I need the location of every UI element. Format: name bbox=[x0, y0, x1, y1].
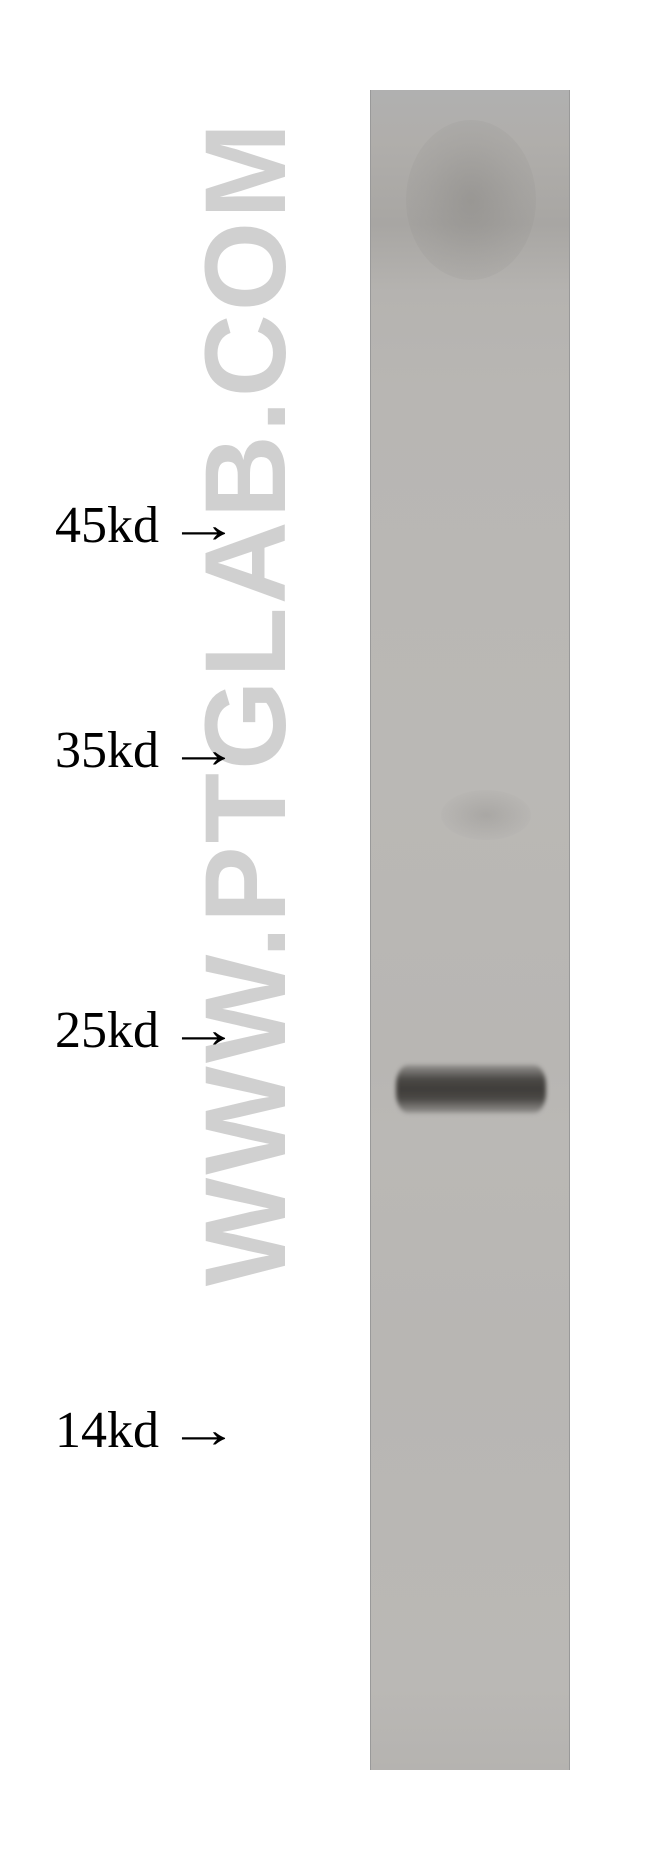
lane-background-smudge bbox=[406, 120, 536, 280]
marker-14kd: 14kd → bbox=[55, 1400, 219, 1460]
marker-label: 14kd bbox=[55, 1401, 159, 1460]
marker-25kd: 25kd → bbox=[55, 1000, 219, 1060]
blot-image: WWW.PTGLAB.COM 45kd → 35kd → 25kd → 14kd… bbox=[0, 0, 650, 1855]
arrow-icon: → bbox=[167, 495, 240, 555]
marker-label: 25kd bbox=[55, 1001, 159, 1060]
arrow-icon: → bbox=[167, 1000, 240, 1060]
marker-35kd: 35kd → bbox=[55, 720, 219, 780]
arrow-icon: → bbox=[167, 1400, 240, 1460]
marker-45kd: 45kd → bbox=[55, 495, 219, 555]
lane-faint-band-35kd bbox=[441, 790, 531, 840]
marker-label: 35kd bbox=[55, 721, 159, 780]
marker-label: 45kd bbox=[55, 496, 159, 555]
watermark-text: WWW.PTGLAB.COM bbox=[180, 120, 312, 1286]
main-band bbox=[396, 1065, 546, 1113]
blot-lane bbox=[370, 90, 570, 1770]
arrow-icon: → bbox=[167, 720, 240, 780]
